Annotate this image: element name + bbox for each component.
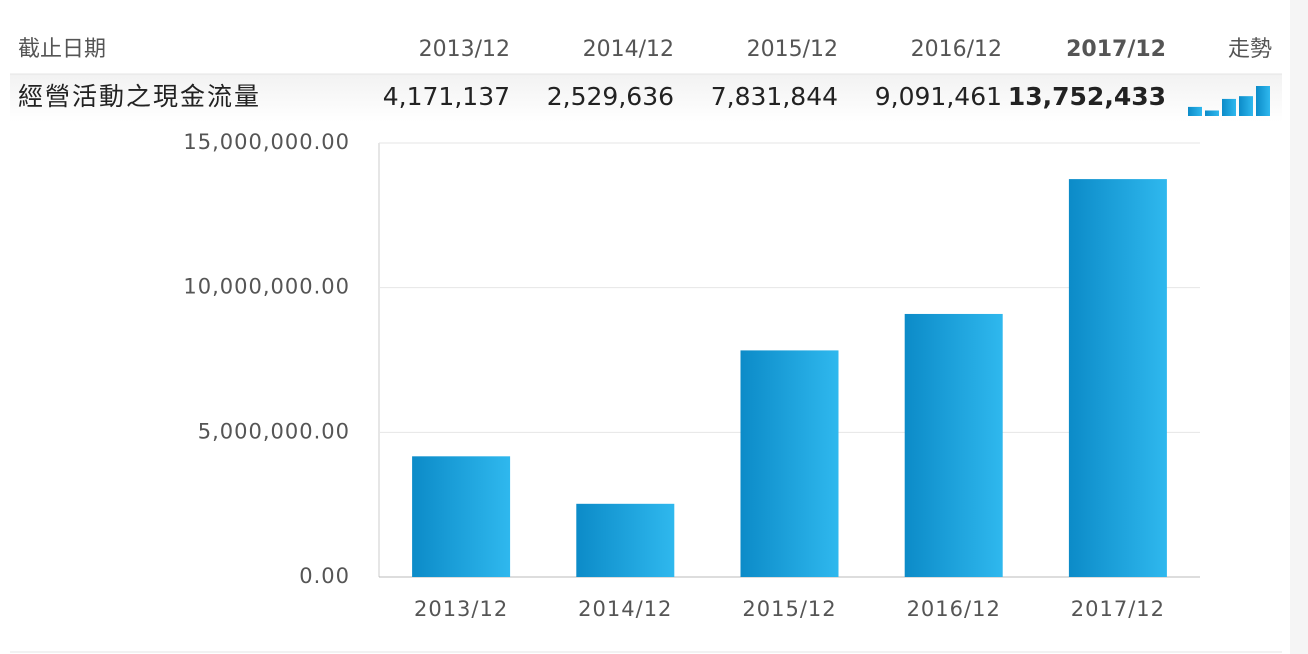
bar [904, 313, 1003, 577]
x-tick-label: 2016/12 [907, 597, 1001, 621]
row-cell: 4,171,137 [383, 82, 510, 111]
y-tick-label: 10,000,000.00 [183, 275, 350, 299]
header-cell: 2017/12 [1066, 37, 1166, 62]
row-background [10, 74, 1282, 122]
row-cell: 7,831,844 [711, 82, 838, 111]
trend-bar [1256, 86, 1270, 116]
trend-bar [1205, 110, 1219, 116]
trend-bar [1222, 98, 1236, 116]
x-tick-label: 2014/12 [578, 597, 672, 621]
bar [412, 456, 511, 577]
row-label: 經營活動之現金流量 [18, 82, 261, 111]
bar [1068, 179, 1167, 578]
header-cell: 截止日期 [18, 37, 106, 62]
y-tick-label: 5,000,000.00 [198, 419, 350, 443]
trend-bar [1188, 106, 1202, 116]
row-cell: 13,752,433 [1008, 82, 1166, 111]
row-cell: 2,529,636 [547, 82, 674, 111]
trend-bar [1239, 96, 1253, 116]
y-tick-label: 15,000,000.00 [183, 130, 350, 154]
bar [576, 503, 675, 577]
x-tick-label: 2015/12 [742, 597, 836, 621]
header-cell: 2013/12 [419, 37, 510, 62]
x-tick-label: 2017/12 [1071, 597, 1165, 621]
header-cell: 走勢 [1228, 37, 1272, 62]
y-tick-label: 0.00 [299, 564, 350, 588]
bar [740, 350, 839, 577]
header-cell: 2014/12 [583, 37, 674, 62]
scroll-strip [1290, 0, 1308, 654]
header-cell: 2015/12 [747, 37, 838, 62]
row-cell: 9,091,461 [875, 82, 1002, 111]
header-cell: 2016/12 [911, 37, 1002, 62]
x-tick-label: 2013/12 [414, 597, 508, 621]
